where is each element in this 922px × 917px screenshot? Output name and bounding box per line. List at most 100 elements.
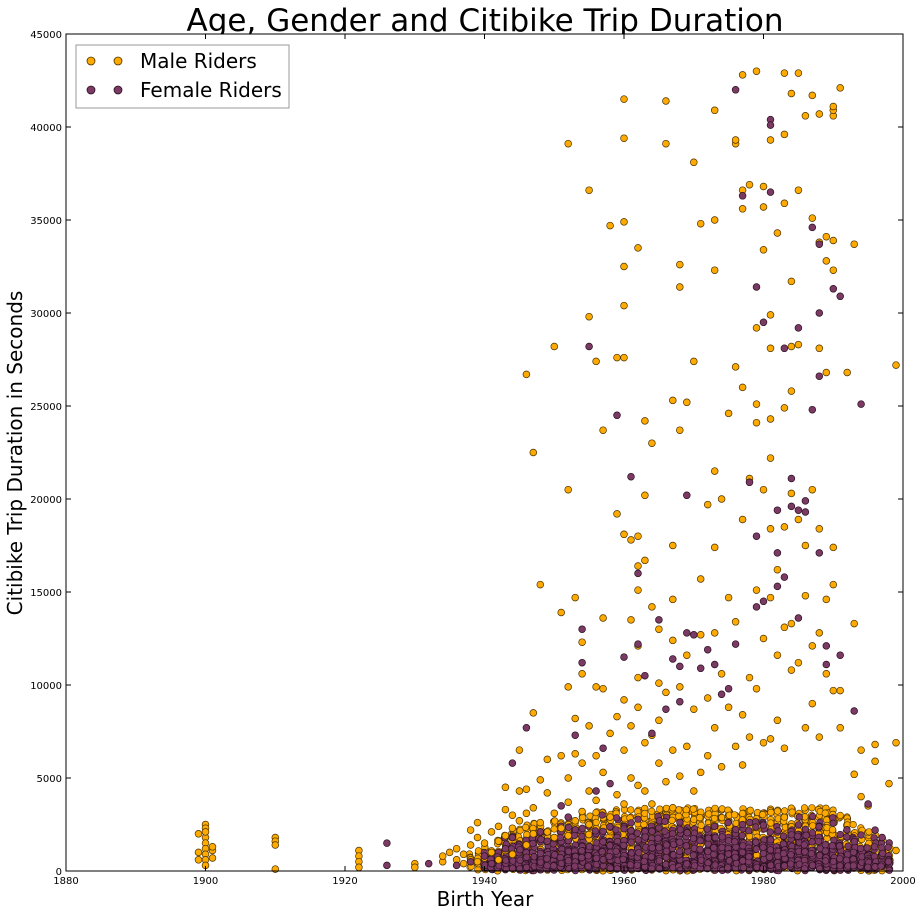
female-point bbox=[808, 223, 817, 232]
female-point bbox=[884, 857, 893, 866]
male-point bbox=[668, 816, 676, 825]
male-point bbox=[780, 523, 789, 531]
x-tick-label: 1900 bbox=[193, 876, 218, 887]
male-point bbox=[752, 684, 761, 693]
male-point bbox=[634, 703, 642, 712]
female-point bbox=[696, 845, 704, 853]
male-point bbox=[620, 301, 628, 310]
male-point bbox=[788, 808, 796, 816]
male-point bbox=[752, 67, 761, 75]
female-point bbox=[543, 855, 551, 863]
male-point bbox=[766, 344, 775, 353]
female-point bbox=[836, 862, 844, 870]
female-point bbox=[612, 847, 620, 855]
male-point bbox=[620, 95, 628, 103]
female-point bbox=[556, 833, 565, 842]
male-point bbox=[522, 841, 531, 849]
female-point bbox=[794, 821, 803, 829]
female-point bbox=[759, 821, 767, 829]
male-point bbox=[780, 807, 789, 815]
female-point bbox=[662, 705, 670, 713]
female-point bbox=[752, 838, 760, 846]
female-point bbox=[522, 724, 531, 732]
female-point bbox=[759, 849, 768, 858]
male-point bbox=[752, 324, 761, 332]
male-point bbox=[829, 102, 838, 111]
female-point bbox=[808, 405, 817, 414]
male-point bbox=[613, 510, 621, 518]
female-point bbox=[821, 857, 830, 865]
female-point bbox=[556, 853, 564, 862]
female-point bbox=[794, 506, 803, 514]
male-point bbox=[620, 746, 628, 754]
male-point bbox=[606, 729, 614, 738]
male-point bbox=[697, 821, 705, 830]
female-point bbox=[836, 292, 844, 301]
male-point bbox=[662, 97, 670, 105]
male-point bbox=[815, 733, 824, 741]
female-point bbox=[683, 629, 691, 637]
male-point bbox=[801, 541, 810, 550]
male-point bbox=[738, 515, 747, 524]
male-point bbox=[208, 843, 217, 851]
male-point bbox=[620, 218, 628, 226]
female-point bbox=[662, 853, 670, 862]
x-tick-label: 1960 bbox=[611, 876, 636, 887]
female-point bbox=[662, 860, 670, 869]
male-point bbox=[850, 619, 858, 628]
male-point bbox=[551, 817, 559, 825]
male-point bbox=[271, 841, 280, 849]
male-point bbox=[355, 863, 363, 872]
male-point bbox=[759, 738, 768, 747]
legend-item-female: Female Riders bbox=[86, 78, 282, 102]
male-point bbox=[801, 724, 810, 732]
female-point bbox=[787, 831, 796, 839]
female-point bbox=[829, 819, 837, 827]
legend-label-female: Female Riders bbox=[140, 78, 282, 102]
male-point bbox=[564, 485, 572, 494]
female-point bbox=[793, 832, 802, 840]
male-point bbox=[822, 232, 831, 241]
female-point bbox=[564, 813, 572, 821]
male-point bbox=[738, 761, 747, 769]
x-tick-label: 1980 bbox=[751, 876, 776, 887]
female-point bbox=[800, 865, 809, 873]
male-point bbox=[459, 850, 468, 859]
plot-area bbox=[66, 34, 903, 871]
male-point bbox=[696, 813, 704, 822]
male-point bbox=[815, 110, 824, 118]
female-point bbox=[718, 843, 726, 852]
male-point bbox=[808, 214, 817, 222]
female-point bbox=[654, 834, 662, 842]
female-point bbox=[885, 866, 893, 874]
male-point bbox=[718, 813, 726, 822]
y-axis-label: Citibike Trip Duration in Seconds bbox=[3, 291, 27, 616]
male-point bbox=[466, 826, 475, 834]
female-point bbox=[773, 506, 782, 514]
male-point bbox=[759, 203, 768, 211]
male-point bbox=[829, 543, 838, 552]
male-point bbox=[829, 580, 838, 589]
female-point bbox=[564, 857, 573, 865]
male-point bbox=[194, 856, 203, 864]
female-point bbox=[599, 827, 607, 835]
female-point bbox=[870, 843, 879, 851]
male-point bbox=[690, 787, 698, 795]
male-point bbox=[738, 71, 747, 79]
male-point bbox=[634, 562, 642, 570]
male-point bbox=[529, 804, 538, 812]
male-point bbox=[599, 614, 607, 622]
female-point bbox=[759, 318, 768, 327]
female-point bbox=[613, 411, 621, 420]
female-point bbox=[578, 824, 586, 832]
female-point bbox=[522, 853, 531, 861]
female-point bbox=[634, 815, 642, 823]
female-point bbox=[731, 86, 740, 94]
male-point bbox=[822, 670, 831, 678]
male-point bbox=[746, 806, 754, 814]
male-point bbox=[648, 439, 656, 447]
male-point bbox=[592, 683, 600, 691]
male-point bbox=[766, 593, 775, 602]
male-point bbox=[606, 813, 614, 821]
female-point bbox=[703, 825, 711, 833]
